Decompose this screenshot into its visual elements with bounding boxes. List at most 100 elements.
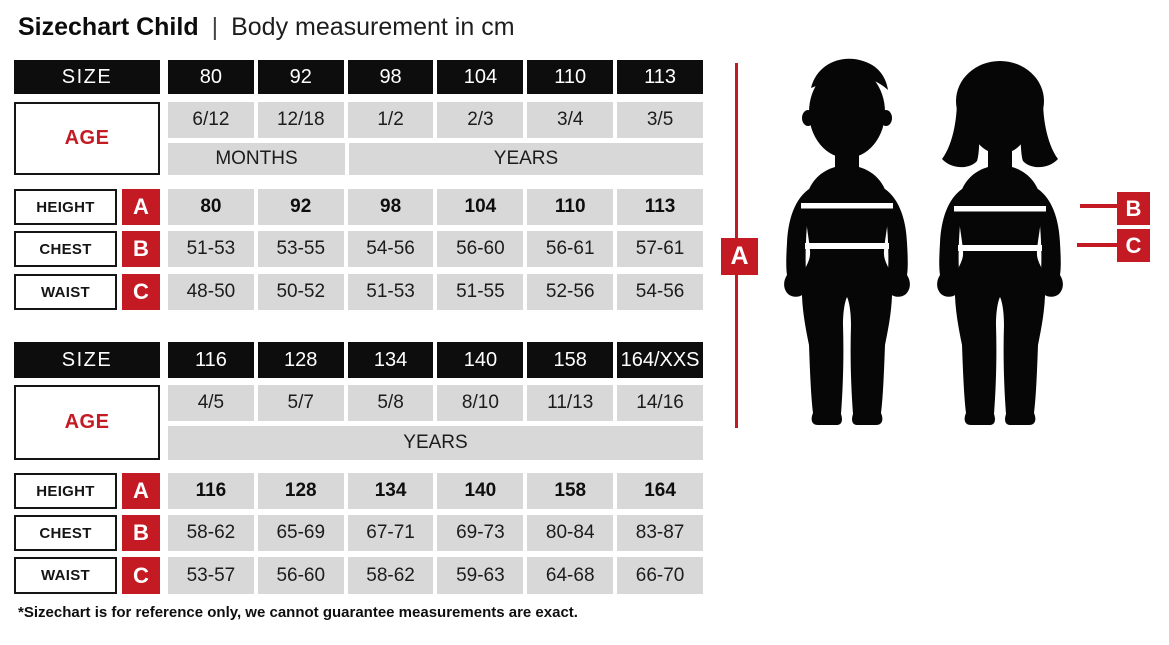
table-row-age: 4/5 5/7 5/8 8/10 11/13 14/16: [14, 385, 703, 421]
chest-value: 65-69: [257, 515, 344, 551]
waist-value: 51-55: [437, 274, 524, 310]
age-value: 5/8: [347, 385, 434, 421]
waist-value: 52-56: [527, 274, 614, 310]
age-value: 4/5: [168, 385, 254, 421]
boy-arm-right: [880, 189, 910, 297]
height-value: 158: [527, 473, 614, 509]
waist-value: 59-63: [437, 557, 524, 594]
boy-waist-line: [805, 243, 889, 249]
height-value: 98: [347, 189, 434, 225]
girl-body: [954, 143, 1046, 425]
row-label-area: CHEST B: [14, 515, 160, 551]
marker-a-badge: A: [721, 238, 758, 275]
marker-c-badge: C: [1117, 229, 1150, 262]
table-row-waist: WAIST C 53-57 56-60 58-62 59-63 64-68 66…: [14, 557, 703, 594]
period-values: YEARS: [168, 426, 703, 460]
height-value: 164: [617, 473, 703, 509]
height-label: HEIGHT: [14, 473, 117, 509]
age-value: 5/7: [257, 385, 344, 421]
chest-value: 56-61: [527, 231, 614, 267]
title-main: Sizechart Child: [18, 13, 199, 41]
chest-value: 83-87: [617, 515, 703, 551]
waist-label: WAIST: [14, 274, 117, 310]
height-value: 140: [437, 473, 524, 509]
size-value: 104: [437, 60, 524, 94]
height-value: 113: [617, 189, 703, 225]
period-values: MONTHS YEARS: [168, 143, 703, 175]
girl-waist-line: [958, 245, 1042, 251]
chest-value: 69-73: [437, 515, 524, 551]
period-years: YEARS: [349, 143, 703, 175]
height-values: 80 92 98 104 110 113: [168, 189, 703, 225]
size-values: 80 92 98 104 110 113: [168, 60, 703, 94]
table-row-size: SIZE 116 128 134 140 158 164/XXS: [14, 342, 703, 378]
age-value: 14/16: [617, 385, 703, 421]
size-header-area: SIZE: [14, 60, 160, 94]
chest-value: 54-56: [347, 231, 434, 267]
chest-value: 57-61: [617, 231, 703, 267]
row-label-area: HEIGHT A: [14, 189, 160, 225]
size-value: 80: [168, 60, 254, 94]
height-value: 110: [527, 189, 614, 225]
chest-value: 80-84: [527, 515, 614, 551]
age-value: 1/2: [347, 102, 434, 138]
boy-ear-left: [802, 110, 814, 126]
waist-value: 50-52: [257, 274, 344, 310]
title-subtitle: Body measurement in cm: [231, 13, 515, 41]
size-header-label: SIZE: [14, 60, 160, 94]
row-label-area: WAIST C: [14, 274, 160, 310]
page-title: Sizechart Child | Body measurement in cm: [18, 13, 515, 42]
size-value: 98: [347, 60, 434, 94]
waist-value: 66-70: [617, 557, 703, 594]
table-row-waist: WAIST C 48-50 50-52 51-53 51-55 52-56 54…: [14, 274, 703, 310]
height-values: 116 128 134 140 158 164: [168, 473, 703, 509]
age-value: 3/4: [527, 102, 614, 138]
size-header-label: SIZE: [14, 342, 160, 378]
table-row-chest: CHEST B 58-62 65-69 67-71 69-73 80-84 83…: [14, 515, 703, 551]
title-separator: |: [211, 13, 219, 41]
waist-value: 53-57: [168, 557, 254, 594]
age-values: 6/12 12/18 1/2 2/3 3/4 3/5: [168, 102, 703, 138]
age-value: 3/5: [617, 102, 703, 138]
size-value: 110: [527, 60, 614, 94]
table-row-period: YEARS: [14, 426, 703, 460]
chest-values: 58-62 65-69 67-71 69-73 80-84 83-87: [168, 515, 703, 551]
height-value: 128: [257, 473, 344, 509]
height-value: 134: [347, 473, 434, 509]
age-header-label: AGE: [14, 102, 160, 175]
girl-head: [969, 80, 1031, 154]
chest-value: 67-71: [347, 515, 434, 551]
height-value: 116: [168, 473, 254, 509]
girl-arm-left: [937, 189, 967, 297]
chest-values: 51-53 53-55 54-56 56-60 56-61 57-61: [168, 231, 703, 267]
marker-letter-b: B: [122, 231, 160, 267]
chest-value: 56-60: [437, 231, 524, 267]
girl-chest-line: [954, 206, 1046, 212]
waist-value: 58-62: [347, 557, 434, 594]
height-value: 80: [168, 189, 254, 225]
chest-value: 51-53: [168, 231, 254, 267]
age-value: 12/18: [257, 102, 344, 138]
waist-label: WAIST: [14, 557, 117, 594]
chest-label: CHEST: [14, 515, 117, 551]
footnote-text: *Sizechart is for reference only, we can…: [18, 604, 578, 621]
size-values: 116 128 134 140 158 164/XXS: [168, 342, 703, 378]
table-row-chest: CHEST B 51-53 53-55 54-56 56-60 56-61 57…: [14, 231, 703, 267]
waist-value: 54-56: [617, 274, 703, 310]
marker-letter-c: C: [122, 274, 160, 310]
chest-label: CHEST: [14, 231, 117, 267]
chest-value: 58-62: [168, 515, 254, 551]
marker-letter-a: A: [122, 189, 160, 225]
chest-measure-line: [1080, 204, 1117, 208]
boy-body: [801, 143, 893, 425]
marker-b-badge: B: [1117, 192, 1150, 225]
size-value: 164/XXS: [617, 342, 703, 378]
table-row-size: SIZE 80 92 98 104 110 113: [14, 60, 703, 94]
height-value: 92: [257, 189, 344, 225]
waist-measure-line: [1077, 243, 1117, 247]
waist-value: 48-50: [168, 274, 254, 310]
boy-chest-line: [801, 203, 893, 209]
height-label: HEIGHT: [14, 189, 117, 225]
age-values: 4/5 5/7 5/8 8/10 11/13 14/16: [168, 385, 703, 421]
